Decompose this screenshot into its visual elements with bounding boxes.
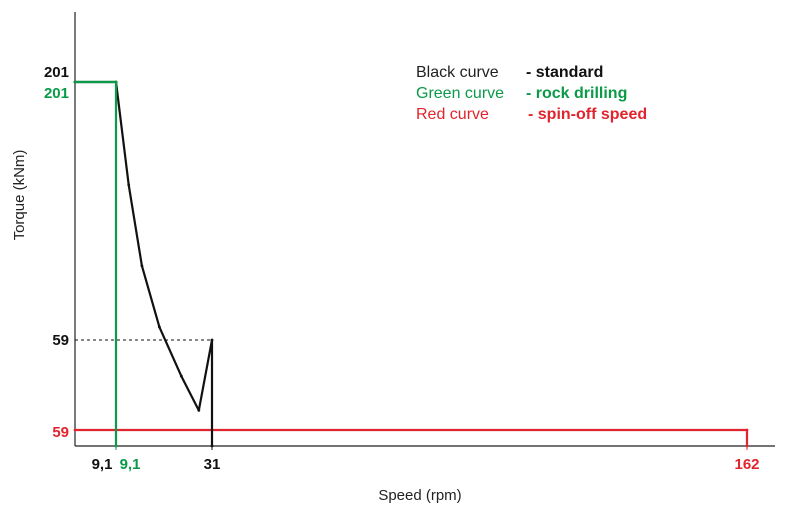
legend-red-curve-name: Red curve [416, 106, 489, 123]
black-curve-point [210, 338, 214, 342]
x-tick-label: 9,1 [92, 456, 113, 473]
green-curve-point [114, 80, 118, 84]
green-curve-point [73, 80, 77, 84]
y-tick-label: 59 [52, 332, 69, 349]
black-curve-point [179, 374, 183, 378]
green-curve-line [75, 80, 118, 446]
black-curve-point [197, 408, 201, 412]
axes [74, 12, 775, 447]
legend-green-curve-description: - rock drilling [526, 85, 627, 102]
legend-black-curve-name: Black curve [416, 64, 499, 81]
x-tick-label: 162 [734, 456, 759, 473]
series-group [73, 80, 749, 448]
black-curve-point [127, 183, 131, 187]
red-curve-point [73, 428, 77, 432]
y-tick-label: 201 [44, 85, 69, 102]
x-tick-label: 9,1 [120, 456, 141, 473]
black-curve-point [140, 264, 144, 268]
x-axis-title: Speed (rpm) [378, 487, 461, 504]
red-curve-line [75, 428, 749, 446]
legend-green-curve-name: Green curve [416, 85, 504, 102]
red-curve-point [745, 428, 749, 432]
legend: Black curve - standard Green curve - rock d… [416, 64, 647, 123]
black-curve-line [75, 80, 214, 446]
y-tick-label: 59 [52, 424, 69, 441]
y-tick-label: 201 [44, 64, 69, 81]
legend-black-curve-description: - standard [526, 64, 603, 81]
tick-labels: 9,1 9,1 31 162 201 201 59 59 [44, 64, 760, 473]
black-curve-point [157, 325, 161, 329]
x-tick-label: 31 [204, 456, 221, 473]
y-axis-title: Torque (kNm) [11, 150, 28, 241]
legend-red-curve-description: - spin-off speed [528, 106, 647, 123]
